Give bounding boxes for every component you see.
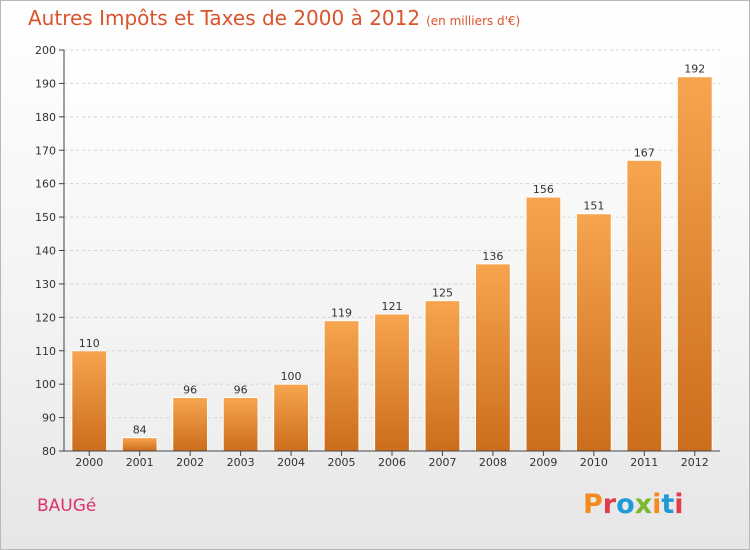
y-tick-label: 200 — [35, 44, 56, 57]
logo-letter: o — [616, 489, 635, 520]
x-tick-label: 2004 — [277, 456, 305, 469]
data-label-2003: 96 — [234, 384, 248, 397]
proxiti-logo[interactable]: Proxiti — [583, 489, 684, 520]
bar-2012 — [676, 76, 713, 452]
city-name: BAUGé — [37, 496, 97, 516]
x-tick-label: 2003 — [227, 456, 255, 469]
logo-letter: i — [674, 489, 684, 520]
x-tick-label: 2001 — [126, 456, 154, 469]
x-tick-label: 2007 — [428, 456, 456, 469]
x-axis: 2000 2001 2002 2003 2004 2005 2006 2007 2008 2009… — [64, 450, 720, 469]
y-tick-label: 120 — [35, 311, 56, 324]
logo-letter: i — [652, 489, 662, 520]
data-label-2002: 96 — [183, 384, 197, 397]
bar-2001 — [121, 437, 158, 452]
bar-2002 — [172, 397, 209, 452]
bar-2009 — [525, 196, 562, 452]
bar-2010 — [575, 213, 612, 452]
x-tick-label: 2000 — [75, 456, 103, 469]
data-label-2000: 110 — [79, 337, 100, 350]
bar-2007 — [424, 300, 461, 452]
chart-subtitle: (en milliers d'€) — [426, 14, 521, 28]
bar-2005 — [323, 320, 360, 452]
bars: 110 84 96 96 100 119 121 125 136 156 151 167 192 — [71, 63, 713, 452]
x-tick-label: 2010 — [580, 456, 608, 469]
y-tick-label: 80 — [42, 445, 56, 458]
x-tick-label: 2012 — [681, 456, 709, 469]
x-tick-label: 2006 — [378, 456, 406, 469]
data-label-2009: 156 — [533, 183, 554, 196]
data-label-2007: 125 — [432, 287, 453, 300]
logo-letter: x — [634, 489, 653, 520]
x-tick-label: 2011 — [630, 456, 658, 469]
data-label-2006: 121 — [382, 300, 403, 313]
logo-letter: P — [583, 489, 603, 520]
y-tick-label: 140 — [35, 245, 56, 258]
y-tick-label: 130 — [35, 278, 56, 291]
x-tick-label: 2002 — [176, 456, 204, 469]
bar-2006 — [374, 313, 410, 452]
data-label-2010: 151 — [583, 200, 604, 213]
data-label-2012: 192 — [684, 63, 705, 76]
data-label-2011: 167 — [634, 146, 655, 159]
y-tick-label: 90 — [42, 412, 56, 425]
y-tick-label: 100 — [35, 378, 56, 391]
x-tick-label: 2005 — [328, 456, 356, 469]
y-tick-label: 110 — [35, 345, 56, 358]
bar-2003 — [222, 397, 259, 452]
x-tick-label: 2008 — [479, 456, 507, 469]
bar-2011 — [626, 159, 663, 452]
y-tick-label: 170 — [35, 144, 56, 157]
data-label-2004: 100 — [281, 370, 302, 383]
data-label-2001: 84 — [133, 424, 147, 437]
chart-title: Autres Impôts et Taxes de 2000 à 2012 (en… — [28, 6, 520, 30]
bar-2008 — [475, 263, 511, 452]
logo-letter: t — [661, 489, 675, 520]
y-axis: 80 90 100 110 120 130 140 150 160 170 180 190 200 — [35, 44, 65, 458]
data-label-2008: 136 — [482, 250, 503, 263]
data-label-2005: 119 — [331, 307, 352, 320]
bar-2000 — [71, 350, 108, 452]
y-tick-label: 190 — [35, 77, 56, 90]
x-tick-label: 2009 — [529, 456, 557, 469]
logo-letter: r — [602, 489, 617, 520]
y-tick-label: 180 — [35, 111, 56, 124]
y-tick-label: 150 — [35, 211, 56, 224]
y-tick-label: 160 — [35, 178, 56, 191]
bar-2004 — [273, 383, 309, 452]
chart-title-text: Autres Impôts et Taxes de 2000 à 2012 — [28, 6, 421, 30]
